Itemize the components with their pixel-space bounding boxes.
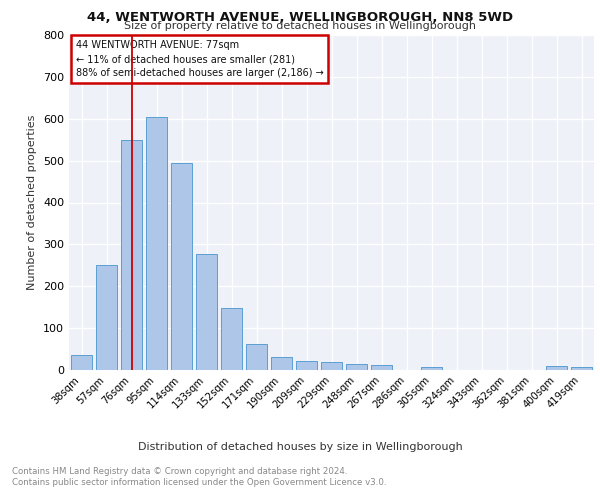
- Bar: [321, 362, 342, 370]
- Text: Contains HM Land Registry data © Crown copyright and database right 2024.
Contai: Contains HM Land Registry data © Crown c…: [12, 468, 386, 487]
- Text: Distribution of detached houses by size in Wellingborough: Distribution of detached houses by size …: [137, 442, 463, 452]
- Text: Size of property relative to detached houses in Wellingborough: Size of property relative to detached ho…: [124, 21, 476, 31]
- Bar: [71, 356, 92, 370]
- Bar: [196, 254, 217, 370]
- Bar: [221, 308, 242, 370]
- Bar: [346, 364, 367, 370]
- Bar: [296, 361, 317, 370]
- Bar: [271, 356, 292, 370]
- Bar: [96, 266, 117, 370]
- Y-axis label: Number of detached properties: Number of detached properties: [28, 115, 37, 290]
- Bar: [571, 366, 592, 370]
- Bar: [171, 162, 192, 370]
- Text: 44, WENTWORTH AVENUE, WELLINGBOROUGH, NN8 5WD: 44, WENTWORTH AVENUE, WELLINGBOROUGH, NN…: [87, 11, 513, 24]
- Text: 44 WENTWORTH AVENUE: 77sqm
← 11% of detached houses are smaller (281)
88% of sem: 44 WENTWORTH AVENUE: 77sqm ← 11% of deta…: [76, 40, 323, 78]
- Bar: [421, 366, 442, 370]
- Bar: [546, 366, 567, 370]
- Bar: [121, 140, 142, 370]
- Bar: [371, 365, 392, 370]
- Bar: [246, 344, 267, 370]
- Bar: [146, 116, 167, 370]
